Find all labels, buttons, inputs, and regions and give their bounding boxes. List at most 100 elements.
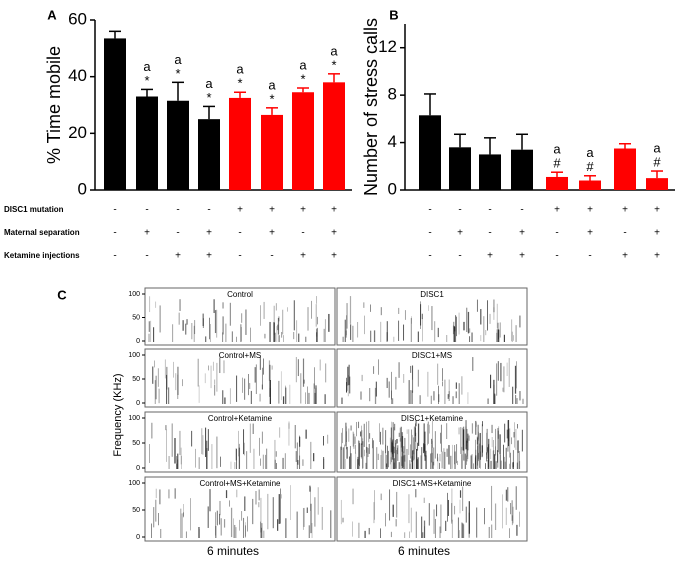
factor-sign: +	[457, 228, 463, 239]
significance-mark: *	[144, 73, 149, 88]
factor-sign: +	[331, 228, 337, 239]
factor-sign: +	[269, 205, 275, 216]
spectrogram-title: Control+MS	[219, 351, 261, 360]
spectrogram-title: Control+Ketamine	[208, 414, 273, 423]
factor-label: DISC1 mutation	[4, 205, 64, 214]
significance-mark: a	[330, 43, 338, 58]
factor-sign: +	[587, 205, 593, 216]
spectrogram-frame	[336, 287, 528, 346]
factor-sign: -	[428, 228, 431, 239]
x-axis-label: 6 minutes	[207, 544, 259, 558]
factor-label: Maternal separation	[4, 228, 80, 237]
factor-sign: -	[520, 205, 523, 216]
factor-sign: -	[623, 228, 626, 239]
y-tick-label: 0	[388, 179, 397, 198]
factor-sign: +	[654, 228, 660, 239]
y-tick-label: 40	[68, 66, 87, 85]
bar	[614, 148, 636, 190]
panel-label: C	[57, 287, 67, 302]
factor-sign: -	[113, 205, 116, 216]
y-tick-label: 50	[132, 314, 140, 321]
factor-sign: -	[207, 205, 210, 216]
bar	[579, 180, 601, 190]
spectrogram-title: DISC1+MS	[412, 351, 452, 360]
bar	[479, 154, 501, 190]
bar	[229, 97, 251, 190]
factor-sign: -	[301, 228, 304, 239]
significance-mark: a	[553, 142, 561, 157]
y-tick-label: 100	[128, 480, 140, 487]
factor-sign: +	[519, 251, 525, 262]
significance-mark: a	[268, 77, 276, 92]
y-tick-label: 12	[378, 37, 397, 56]
factor-sign: -	[113, 228, 116, 239]
bar	[323, 82, 345, 190]
bar	[104, 38, 126, 190]
significance-mark: #	[586, 159, 594, 174]
factor-sign: -	[145, 205, 148, 216]
significance-mark: a	[299, 57, 307, 72]
factor-sign: -	[555, 251, 558, 262]
significance-mark: a	[174, 52, 182, 67]
factor-sign: -	[176, 205, 179, 216]
panel-label: A	[47, 7, 57, 22]
factor-sign: +	[269, 228, 275, 239]
y-axis-label: Frequency (KHz)	[112, 373, 124, 456]
y-tick-label: 8	[388, 85, 397, 104]
y-tick-label: 20	[68, 123, 87, 142]
factor-sign: -	[145, 251, 148, 262]
spectrogram-title: Control+MS+Ketamine	[200, 479, 281, 488]
factor-sign: +	[587, 228, 593, 239]
factor-sign: +	[487, 251, 493, 262]
factor-sign: -	[238, 228, 241, 239]
significance-mark: a	[236, 62, 244, 77]
factor-sign: -	[428, 251, 431, 262]
factor-sign: -	[488, 205, 491, 216]
y-tick-label: 50	[132, 440, 140, 447]
bar	[261, 114, 283, 190]
bar	[198, 119, 220, 190]
significance-mark: *	[237, 76, 242, 91]
y-tick-label: 0	[136, 465, 140, 472]
factor-sign: -	[555, 228, 558, 239]
factor-sign: -	[458, 205, 461, 216]
factor-sign: -	[428, 205, 431, 216]
significance-mark: a	[205, 76, 213, 91]
factor-sign: +	[237, 205, 243, 216]
spectrogram-title: DISC1	[420, 290, 444, 299]
spectrogram-title: Control	[227, 290, 253, 299]
significance-mark: a	[653, 140, 661, 155]
significance-mark: *	[300, 71, 305, 86]
factor-sign: +	[654, 251, 660, 262]
y-tick-label: 100	[128, 291, 140, 298]
panel-label: B	[389, 7, 398, 22]
bar	[449, 147, 471, 190]
factor-sign: +	[331, 205, 337, 216]
spectrogram-frame	[336, 476, 528, 542]
y-tick-label: 50	[132, 507, 140, 514]
y-tick-label: 4	[388, 132, 397, 151]
spectrogram-frame	[144, 287, 336, 346]
factor-sign: +	[622, 251, 628, 262]
factor-label: Ketamine injections	[4, 251, 80, 260]
y-tick-label: 0	[136, 534, 140, 541]
factor-sign: +	[622, 205, 628, 216]
bar	[292, 92, 314, 190]
y-axis-label: Number of stress calls	[361, 18, 381, 196]
significance-mark: a	[143, 59, 151, 74]
factor-sign: -	[238, 251, 241, 262]
x-axis-label: 6 minutes	[398, 544, 450, 558]
bar	[167, 100, 189, 190]
bar	[419, 115, 441, 190]
factor-sign: +	[554, 205, 560, 216]
y-tick-label: 50	[132, 376, 140, 383]
factor-sign: +	[206, 251, 212, 262]
significance-mark: *	[269, 91, 274, 106]
spectrogram-title: DISC1+Ketamine	[401, 414, 464, 423]
factor-sign: +	[654, 205, 660, 216]
y-tick-label: 0	[136, 338, 140, 345]
factor-sign: +	[206, 228, 212, 239]
factor-sign: -	[270, 251, 273, 262]
factor-sign: -	[113, 251, 116, 262]
significance-mark: *	[206, 90, 211, 105]
